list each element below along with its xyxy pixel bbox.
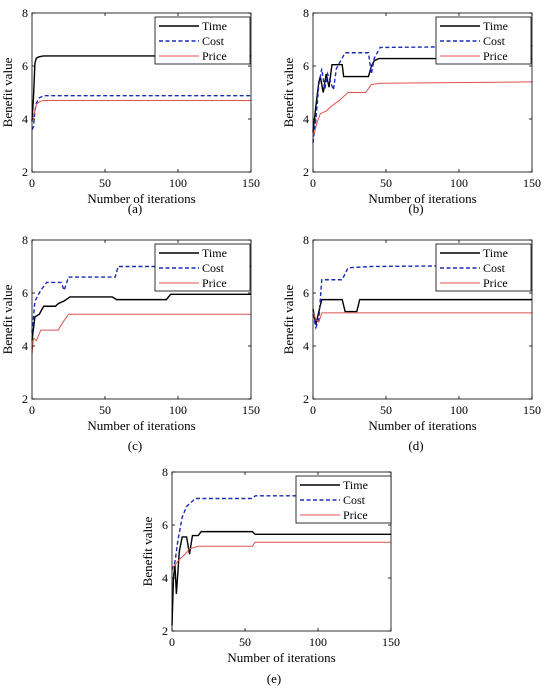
- y-tick-label: 4: [303, 112, 309, 126]
- x-axis-label: Number of iterations: [368, 418, 476, 433]
- panel-label: (a): [128, 201, 142, 216]
- y-tick-label: 6: [162, 518, 168, 532]
- legend-label-price: Price: [343, 508, 368, 522]
- y-axis-label: Benefit value: [281, 57, 296, 127]
- y-tick-label: 6: [22, 59, 28, 73]
- legend-label-time: Time: [202, 19, 227, 33]
- x-tick-label: 100: [169, 403, 187, 417]
- x-tick-label: 100: [450, 403, 468, 417]
- x-tick-label: 0: [29, 176, 35, 190]
- legend-label-cost: Cost: [202, 261, 225, 275]
- y-axis-label: Benefit value: [0, 57, 15, 127]
- series-line-time: [31, 293, 251, 341]
- series-line-time: [312, 57, 532, 133]
- y-tick-label: 8: [22, 233, 28, 247]
- x-tick-label: 150: [242, 176, 260, 190]
- x-tick-label: 150: [382, 635, 400, 649]
- series-line-time: [31, 55, 251, 122]
- x-axis-label: Number of iterations: [368, 191, 476, 206]
- series-line-cost: [312, 264, 533, 330]
- legend-label-cost: Cost: [483, 34, 506, 48]
- y-tick-label: 6: [303, 286, 309, 300]
- panel-label: (e): [267, 671, 281, 686]
- legend-label-price: Price: [483, 49, 508, 63]
- legend-label-time: Time: [483, 246, 508, 260]
- series-line-price: [171, 541, 391, 571]
- y-tick-label: 4: [22, 112, 28, 126]
- x-tick-label: 150: [523, 176, 541, 190]
- series-line-price: [31, 99, 251, 122]
- panel-label: (b): [408, 201, 423, 216]
- chart-panel-1: 2 4 6 8 0 50 100 150 Number of iterations Benefit…: [281, 6, 541, 216]
- x-tick-label: 0: [310, 403, 316, 417]
- series-line-price: [31, 313, 251, 354]
- x-tick-label: 0: [310, 176, 316, 190]
- y-tick-label: 2: [303, 392, 309, 406]
- panel-label: (c): [128, 438, 142, 453]
- y-tick-label: 8: [162, 465, 168, 479]
- y-axis-label: Benefit value: [281, 284, 296, 354]
- legend-label-cost: Cost: [483, 261, 506, 275]
- y-tick-label: 8: [303, 6, 309, 20]
- x-tick-label: 150: [242, 403, 260, 417]
- series-line-cost: [31, 265, 251, 333]
- series-line-price: [312, 311, 532, 324]
- y-tick-label: 8: [303, 233, 309, 247]
- x-tick-label: 0: [29, 403, 35, 417]
- plot-frame: [312, 12, 533, 173]
- x-tick-label: 50: [380, 403, 392, 417]
- y-tick-label: 6: [303, 59, 309, 73]
- chart-panel-2: 2 4 6 8 0 50 100 150 Number of iterations Benefit…: [0, 233, 260, 453]
- legend-label-cost: Cost: [202, 34, 225, 48]
- x-tick-label: 50: [239, 635, 251, 649]
- chart-panel-4: 2 4 6 8 0 50 100 150 Number of iterations Benefit…: [140, 465, 400, 686]
- x-tick-label: 150: [523, 403, 541, 417]
- legend-label-price: Price: [202, 49, 227, 63]
- y-tick-label: 4: [303, 339, 309, 353]
- y-tick-label: 2: [303, 165, 309, 179]
- legend-label-price: Price: [202, 276, 227, 290]
- y-tick-label: 2: [22, 392, 28, 406]
- x-tick-label: 100: [169, 176, 187, 190]
- x-axis-label: Number of iterations: [87, 418, 195, 433]
- plot-frame: [31, 239, 252, 400]
- legend-label-price: Price: [483, 276, 508, 290]
- series-line-time: [171, 530, 391, 626]
- x-tick-label: 50: [99, 176, 111, 190]
- x-tick-label: 100: [450, 176, 468, 190]
- x-tick-label: 100: [309, 635, 327, 649]
- chart-panel-3: 2 4 6 8 0 50 100 150 Number of iterations Benefit…: [281, 233, 541, 453]
- y-tick-label: 4: [22, 339, 28, 353]
- y-tick-label: 4: [162, 571, 168, 585]
- y-tick-label: 2: [162, 624, 168, 638]
- legend-label-cost: Cost: [343, 493, 366, 507]
- x-tick-label: 50: [380, 176, 392, 190]
- y-tick-label: 2: [22, 165, 28, 179]
- plot-frame: [312, 239, 533, 400]
- series-line-cost: [312, 45, 533, 143]
- series-line-cost: [31, 94, 251, 130]
- plot-frame: [171, 471, 392, 632]
- x-axis-label: Number of iterations: [87, 191, 195, 206]
- series-line-time: [312, 298, 532, 325]
- y-tick-label: 6: [22, 286, 28, 300]
- series-line-price: [312, 81, 533, 138]
- x-tick-label: 0: [169, 635, 175, 649]
- legend-label-time: Time: [483, 19, 508, 33]
- legend-label-time: Time: [202, 246, 227, 260]
- y-axis-label: Benefit value: [0, 284, 15, 354]
- plot-frame: [31, 12, 252, 173]
- series-line-cost: [171, 495, 391, 571]
- panel-label: (d): [408, 438, 423, 453]
- x-tick-label: 50: [99, 403, 111, 417]
- x-axis-label: Number of iterations: [227, 650, 335, 665]
- legend-label-time: Time: [343, 478, 368, 492]
- chart-panel-0: 2 4 6 8 0 50 100 150 Number of iterations Benefit…: [0, 6, 260, 216]
- y-tick-label: 8: [22, 6, 28, 20]
- y-axis-label: Benefit value: [140, 516, 155, 586]
